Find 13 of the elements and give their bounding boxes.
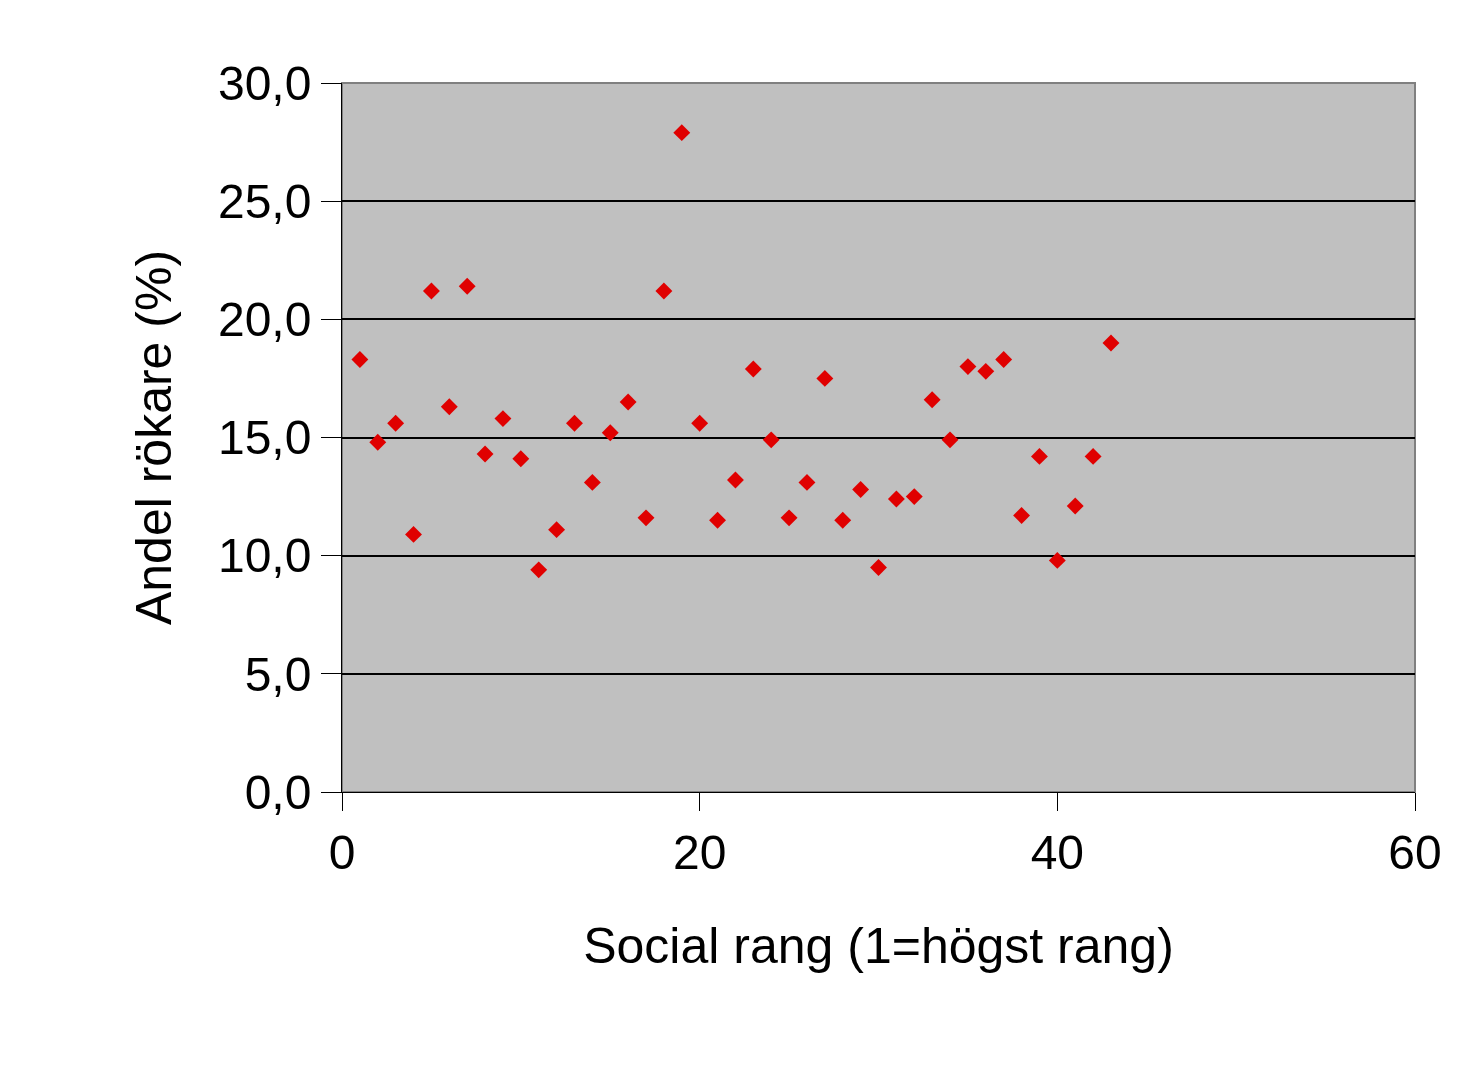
x-tick-label: 60 [1388,825,1442,879]
y-tick-label: 10,0 [217,529,312,583]
x-tick-label: 40 [1030,825,1085,879]
y-tick-label: 25,0 [217,174,312,228]
y-tick-label: 0,0 [244,765,312,819]
y-tick-label: 15,0 [217,411,312,465]
y-tick-label: 30,0 [217,56,312,110]
x-axis-title: Social rang (1=högst rang) [583,918,1174,975]
y-axis-title: Andel rökare (%) [125,249,182,626]
y-tick-label: 5,0 [244,647,312,701]
x-tick-label: 0 [328,825,356,879]
x-tick-label: 20 [672,825,727,879]
y-tick-label: 20,0 [217,293,312,347]
